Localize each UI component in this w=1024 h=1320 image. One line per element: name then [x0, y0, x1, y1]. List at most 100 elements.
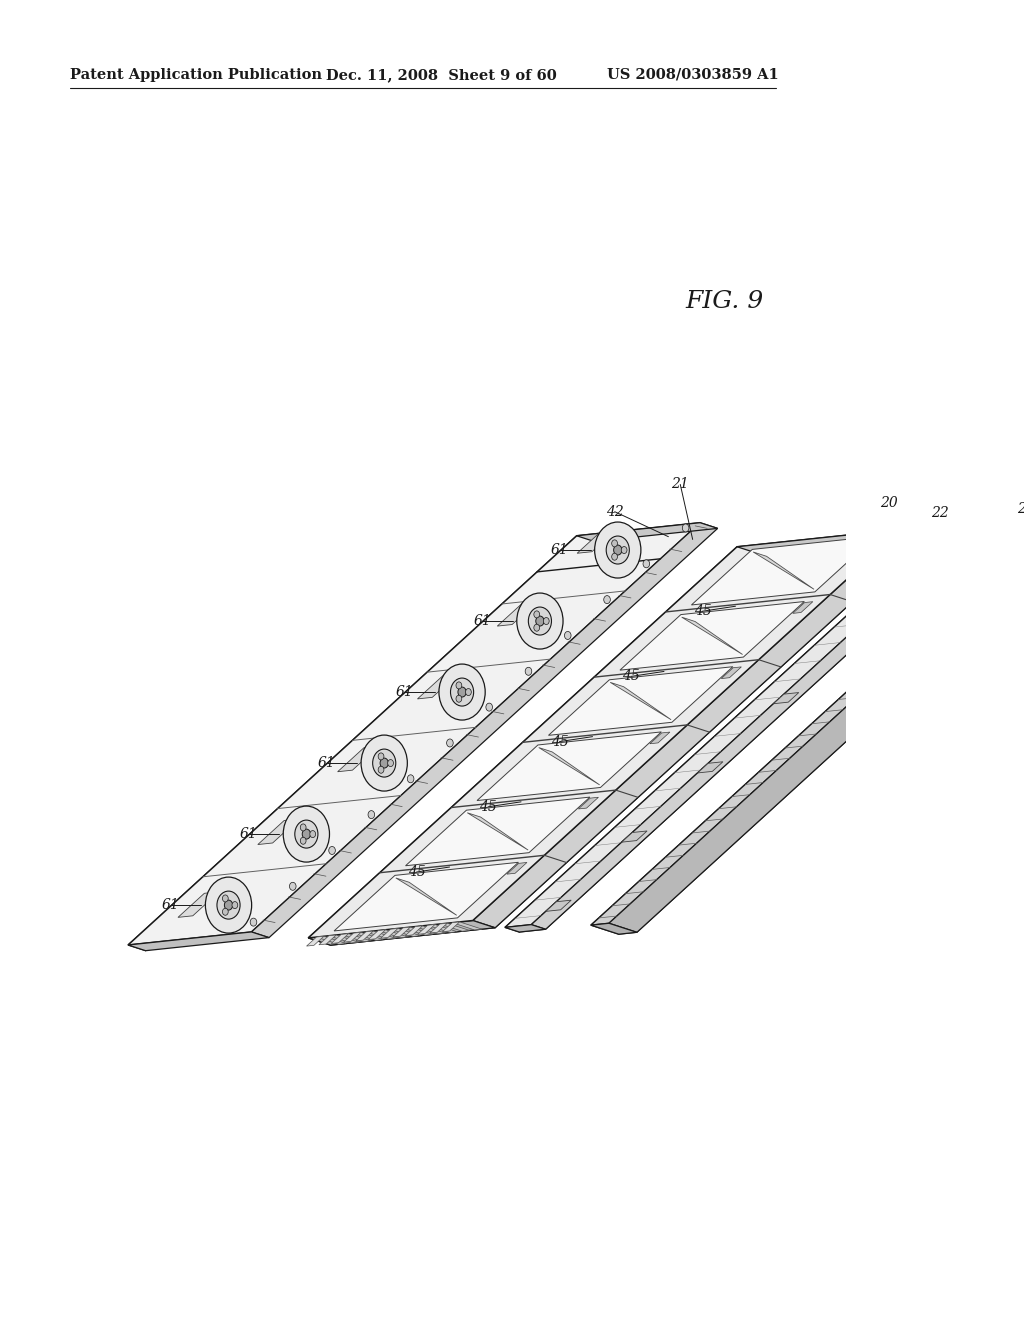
Polygon shape — [849, 623, 874, 635]
Circle shape — [528, 607, 552, 635]
Circle shape — [643, 560, 649, 568]
Circle shape — [295, 820, 317, 847]
Polygon shape — [697, 762, 723, 774]
Polygon shape — [622, 832, 647, 842]
Polygon shape — [1004, 546, 1024, 558]
Polygon shape — [925, 554, 950, 565]
Polygon shape — [519, 550, 962, 932]
Polygon shape — [577, 523, 718, 541]
Circle shape — [224, 900, 232, 909]
Circle shape — [534, 624, 540, 631]
Polygon shape — [353, 932, 383, 940]
Circle shape — [606, 536, 630, 564]
Polygon shape — [539, 747, 600, 785]
Polygon shape — [378, 929, 408, 937]
Circle shape — [388, 759, 393, 767]
Circle shape — [217, 891, 240, 919]
Circle shape — [302, 829, 310, 840]
Polygon shape — [477, 731, 662, 800]
Polygon shape — [356, 931, 373, 941]
Polygon shape — [402, 927, 432, 935]
Text: 23: 23 — [1018, 503, 1024, 516]
Text: FIG. 9: FIG. 9 — [686, 290, 764, 313]
Text: 20: 20 — [881, 496, 898, 510]
Circle shape — [456, 696, 462, 702]
Polygon shape — [366, 931, 395, 939]
Polygon shape — [308, 546, 760, 945]
Text: US 2008/0303859 A1: US 2008/0303859 A1 — [607, 69, 779, 82]
Polygon shape — [891, 533, 920, 546]
Circle shape — [611, 540, 617, 546]
Circle shape — [544, 618, 549, 624]
Polygon shape — [691, 536, 876, 605]
Polygon shape — [467, 813, 528, 850]
Polygon shape — [390, 928, 420, 936]
Polygon shape — [128, 932, 269, 950]
Polygon shape — [473, 529, 924, 928]
Polygon shape — [418, 924, 435, 935]
Circle shape — [361, 735, 408, 791]
Circle shape — [534, 611, 540, 618]
Polygon shape — [754, 552, 814, 589]
Circle shape — [466, 689, 471, 696]
Polygon shape — [381, 928, 398, 939]
Polygon shape — [737, 529, 924, 554]
Circle shape — [368, 810, 375, 818]
Polygon shape — [618, 556, 1024, 935]
Polygon shape — [344, 932, 360, 942]
Polygon shape — [128, 536, 594, 950]
Polygon shape — [396, 878, 457, 915]
Text: 61: 61 — [162, 898, 179, 912]
Polygon shape — [178, 892, 219, 917]
Text: 21: 21 — [672, 478, 689, 491]
Circle shape — [290, 882, 296, 890]
Circle shape — [300, 837, 306, 845]
Polygon shape — [866, 556, 896, 569]
Text: 45: 45 — [551, 735, 568, 748]
Polygon shape — [591, 923, 637, 935]
Polygon shape — [507, 862, 527, 874]
Circle shape — [378, 752, 384, 760]
Circle shape — [446, 739, 454, 747]
Text: 45: 45 — [623, 669, 640, 684]
Polygon shape — [505, 548, 935, 932]
Circle shape — [525, 668, 531, 676]
Polygon shape — [369, 929, 386, 940]
Polygon shape — [128, 523, 700, 945]
Circle shape — [595, 521, 641, 578]
Circle shape — [451, 678, 474, 706]
Polygon shape — [650, 733, 670, 743]
Text: Dec. 11, 2008  Sheet 9 of 60: Dec. 11, 2008 Sheet 9 of 60 — [327, 69, 557, 82]
Polygon shape — [610, 682, 671, 719]
Polygon shape — [341, 933, 371, 941]
Polygon shape — [682, 618, 742, 655]
Circle shape — [373, 748, 396, 777]
Text: 61: 61 — [473, 614, 490, 628]
Polygon shape — [578, 528, 618, 553]
Circle shape — [380, 758, 388, 768]
Polygon shape — [609, 546, 1024, 932]
Polygon shape — [874, 548, 903, 561]
Polygon shape — [442, 921, 460, 932]
Circle shape — [682, 524, 689, 532]
Circle shape — [485, 704, 493, 711]
Circle shape — [222, 908, 228, 915]
Circle shape — [613, 545, 622, 554]
Circle shape — [604, 595, 610, 603]
Circle shape — [284, 807, 330, 862]
Polygon shape — [883, 541, 911, 554]
Polygon shape — [620, 602, 804, 671]
Polygon shape — [591, 546, 1021, 925]
Polygon shape — [591, 549, 1024, 935]
Polygon shape — [252, 523, 718, 937]
Polygon shape — [406, 925, 423, 936]
Text: 22: 22 — [931, 506, 948, 520]
Circle shape — [300, 824, 306, 830]
Polygon shape — [428, 924, 458, 932]
Circle shape — [564, 631, 571, 639]
Text: Patent Application Publication: Patent Application Publication — [71, 69, 323, 82]
Circle shape — [378, 766, 384, 774]
Polygon shape — [331, 933, 348, 944]
Polygon shape — [579, 797, 598, 809]
Text: 45: 45 — [479, 800, 497, 814]
